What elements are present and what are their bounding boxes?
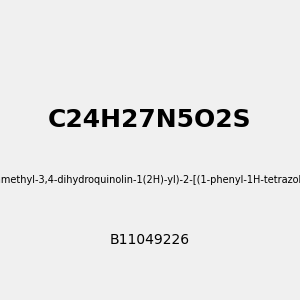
Text: C24H27N5O2S: C24H27N5O2S (48, 108, 252, 132)
Text: B11049226: B11049226 (110, 233, 190, 247)
Text: 1-(7-acetyl-2,2,4,6-tetramethyl-3,4-dihydroquinolin-1(2H)-yl)-2-[(1-phenyl-1H-te: 1-(7-acetyl-2,2,4,6-tetramethyl-3,4-dihy… (0, 175, 300, 185)
